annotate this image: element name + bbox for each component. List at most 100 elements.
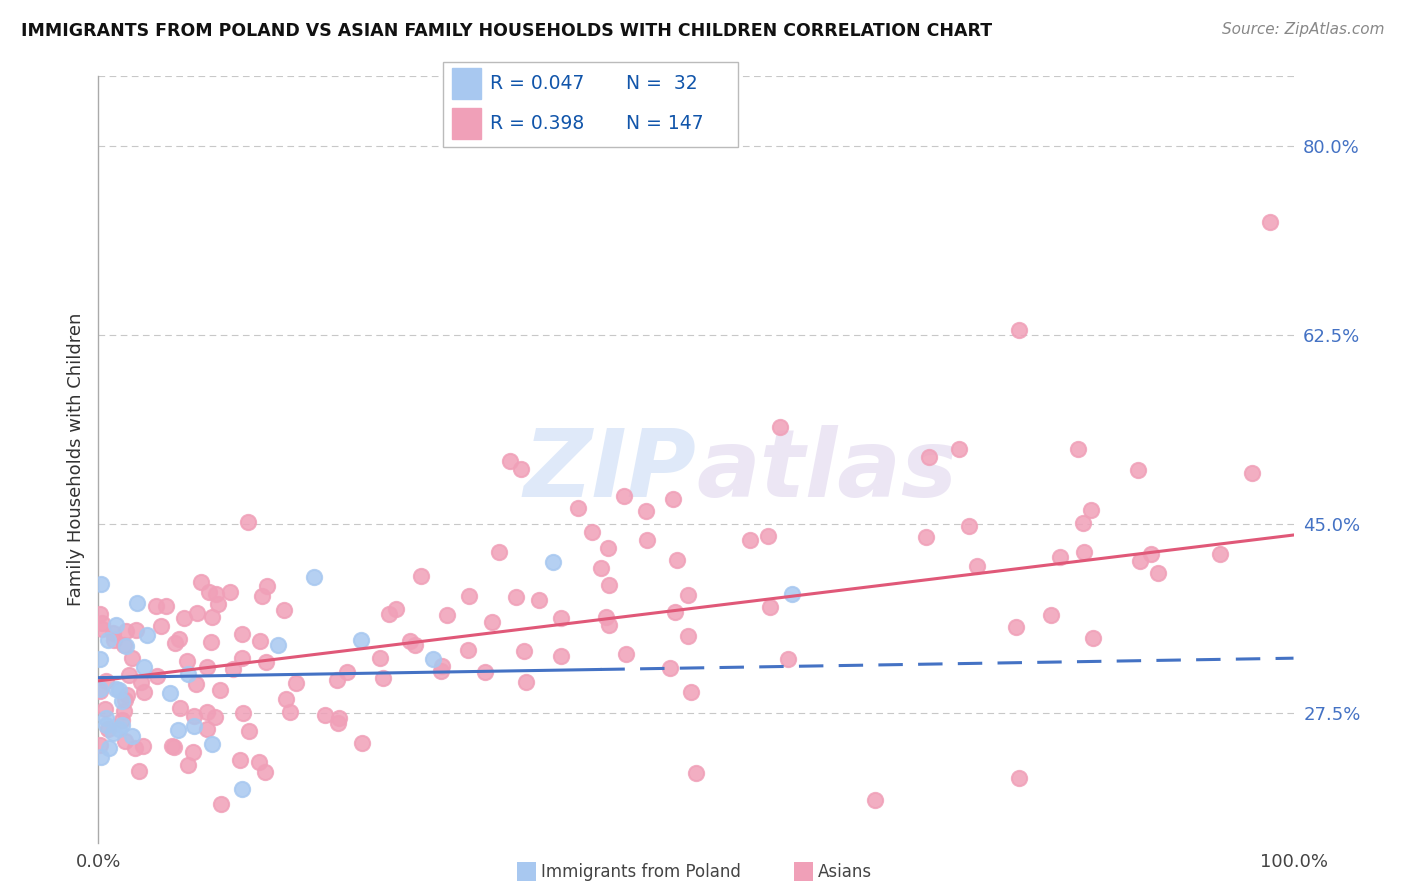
Point bbox=[756, 529, 779, 543]
Point bbox=[97, 740, 120, 755]
Point bbox=[550, 648, 572, 663]
Point bbox=[488, 544, 510, 558]
Point bbox=[90, 623, 112, 637]
Point bbox=[1209, 547, 1232, 561]
Point bbox=[247, 755, 270, 769]
Text: Immigrants from Poland: Immigrants from Poland bbox=[541, 863, 741, 881]
Point bbox=[97, 633, 120, 648]
Point bbox=[474, 665, 496, 680]
Point bbox=[267, 638, 290, 652]
Point bbox=[238, 723, 260, 738]
Point bbox=[499, 454, 522, 468]
Point bbox=[1073, 545, 1095, 559]
Point bbox=[326, 673, 349, 687]
Point bbox=[666, 552, 689, 566]
Point bbox=[614, 647, 637, 661]
Point bbox=[598, 617, 620, 632]
Point bbox=[90, 576, 112, 591]
Point bbox=[204, 709, 226, 723]
Point bbox=[111, 713, 134, 727]
Point bbox=[96, 717, 118, 731]
Point bbox=[1147, 566, 1170, 581]
Point bbox=[195, 660, 218, 674]
Point bbox=[132, 660, 155, 674]
Point bbox=[1128, 463, 1150, 477]
Point bbox=[595, 610, 617, 624]
Bar bbox=[451, 69, 481, 99]
Point bbox=[201, 737, 224, 751]
Point bbox=[218, 585, 240, 599]
Point bbox=[183, 719, 205, 733]
Point bbox=[229, 753, 252, 767]
Point bbox=[685, 765, 707, 780]
Point bbox=[159, 686, 181, 700]
Point bbox=[90, 615, 112, 630]
Point bbox=[207, 597, 229, 611]
Point bbox=[115, 689, 138, 703]
Point bbox=[249, 634, 271, 648]
Point bbox=[966, 558, 988, 573]
Point bbox=[336, 665, 359, 679]
Point bbox=[103, 632, 125, 647]
Point bbox=[110, 718, 132, 732]
Point bbox=[1039, 607, 1062, 622]
Point bbox=[1008, 323, 1031, 337]
Point bbox=[328, 716, 350, 731]
Point bbox=[176, 654, 198, 668]
Point bbox=[1129, 554, 1152, 568]
Point bbox=[1241, 466, 1264, 480]
Point bbox=[658, 661, 681, 675]
Point bbox=[177, 757, 200, 772]
Point bbox=[231, 781, 253, 796]
Point bbox=[378, 607, 401, 621]
Point bbox=[184, 677, 207, 691]
Point bbox=[108, 722, 131, 736]
Point bbox=[541, 555, 564, 569]
Point bbox=[94, 674, 117, 689]
Point bbox=[436, 607, 458, 622]
Point bbox=[114, 693, 136, 707]
Point bbox=[274, 692, 297, 706]
Point bbox=[589, 561, 612, 575]
Point bbox=[108, 682, 131, 697]
Point bbox=[550, 610, 572, 624]
Text: R = 0.398: R = 0.398 bbox=[491, 114, 585, 133]
Point bbox=[173, 611, 195, 625]
Point bbox=[679, 685, 702, 699]
Text: R = 0.047: R = 0.047 bbox=[491, 74, 585, 93]
Point bbox=[149, 619, 172, 633]
Point bbox=[865, 793, 887, 807]
Point bbox=[278, 706, 301, 720]
Point bbox=[177, 667, 200, 681]
Point bbox=[505, 590, 527, 604]
Point bbox=[1005, 620, 1028, 634]
Point bbox=[510, 462, 533, 476]
Point bbox=[758, 600, 780, 615]
Point bbox=[89, 684, 111, 698]
Point bbox=[183, 745, 205, 759]
Point bbox=[195, 705, 218, 719]
Point bbox=[948, 442, 970, 456]
Text: N =  32: N = 32 bbox=[626, 74, 697, 93]
Point bbox=[129, 674, 152, 689]
Point bbox=[146, 669, 169, 683]
Text: atlas: atlas bbox=[696, 425, 957, 516]
Point bbox=[111, 694, 134, 708]
Point bbox=[209, 683, 232, 698]
Point bbox=[314, 707, 336, 722]
Point bbox=[162, 739, 184, 753]
Point bbox=[236, 516, 259, 530]
Point bbox=[136, 628, 159, 642]
Point bbox=[231, 651, 253, 665]
Point bbox=[385, 602, 408, 616]
Point bbox=[432, 658, 454, 673]
Point bbox=[204, 587, 226, 601]
Point bbox=[914, 530, 936, 544]
Point bbox=[350, 736, 373, 750]
Text: N = 147: N = 147 bbox=[626, 114, 703, 133]
Point bbox=[90, 749, 112, 764]
Point bbox=[89, 681, 111, 696]
Point bbox=[186, 607, 208, 621]
Point bbox=[101, 726, 124, 740]
Point bbox=[169, 700, 191, 714]
